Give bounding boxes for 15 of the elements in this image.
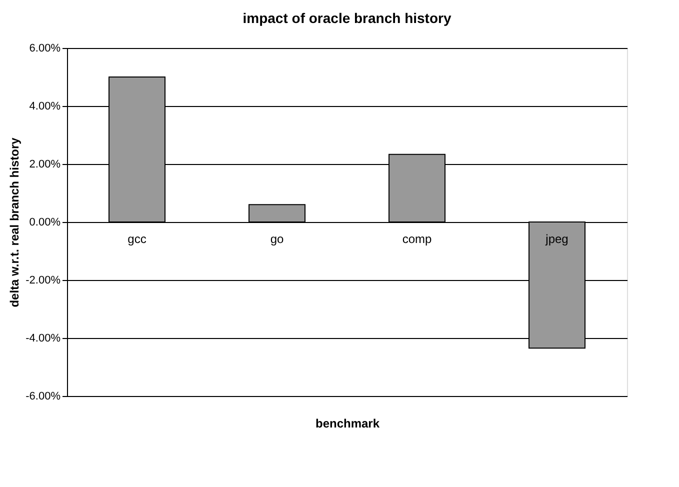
y-tick-label: 2.00%: [29, 158, 61, 170]
x-tick-label: comp: [402, 232, 432, 246]
y-tick-label: 6.00%: [29, 42, 61, 54]
x-tick-label: gcc: [128, 232, 146, 246]
x-tick-label: go: [270, 232, 284, 246]
y-tick-label: 4.00%: [29, 100, 61, 112]
y-tick-label: -6.00%: [26, 390, 61, 402]
chart-title: impact of oracle branch history: [242, 10, 452, 26]
x-tick-label: jpeg: [544, 232, 568, 246]
bar: [248, 204, 306, 222]
y-tick-label: -2.00%: [26, 274, 61, 286]
x-axis-title: benchmark: [315, 416, 380, 430]
y-tick-label: -4.00%: [26, 332, 61, 344]
y-tick-label: 0.00%: [29, 216, 61, 228]
y-axis-title: delta w.r.t. real branch history: [8, 137, 22, 308]
